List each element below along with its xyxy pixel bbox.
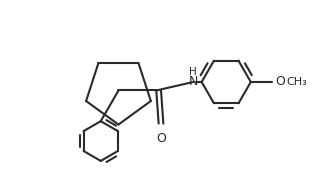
Text: CH₃: CH₃	[286, 77, 307, 87]
Text: H: H	[189, 67, 197, 77]
Text: O: O	[275, 75, 285, 89]
Text: N: N	[188, 75, 198, 89]
Text: O: O	[156, 132, 166, 145]
